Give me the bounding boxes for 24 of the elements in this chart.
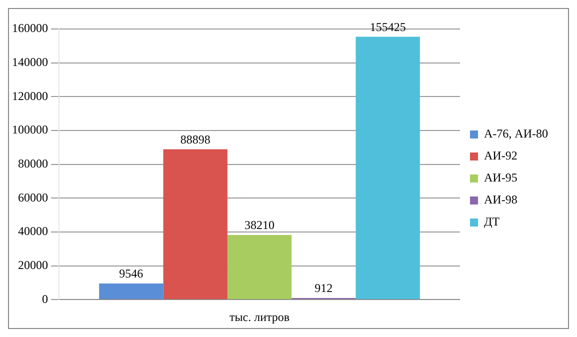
y-tick-label: 0: [42, 292, 48, 306]
y-tick-label: 120000: [12, 88, 48, 103]
bar: [356, 36, 420, 300]
legend-label: ДТ: [484, 214, 500, 229]
y-tick-label: 140000: [12, 54, 48, 69]
y-tick-label: 100000: [12, 122, 48, 137]
y-tick-label: 20000: [18, 258, 48, 272]
legend-label: АИ-92: [484, 148, 518, 163]
bar: [99, 283, 164, 300]
bar: [227, 234, 292, 300]
data-label: 88898: [180, 132, 210, 146]
bar: [163, 149, 228, 300]
legend-label: А-76, АИ-80: [484, 126, 548, 141]
data-label: 155425: [370, 20, 406, 34]
y-tick-label: 60000: [18, 190, 48, 204]
x-tick-label: тыс. литров: [229, 310, 290, 324]
legend-label: АИ-95: [484, 170, 518, 185]
y-tick-label: 80000: [18, 156, 48, 170]
legend-label: АИ-98: [484, 192, 518, 207]
y-tick-label: 160000: [12, 21, 48, 36]
data-label: 38210: [244, 218, 275, 232]
data-label: 912: [314, 281, 333, 296]
data-label: 9546: [119, 266, 144, 281]
y-tick-label: 40000: [18, 224, 48, 238]
